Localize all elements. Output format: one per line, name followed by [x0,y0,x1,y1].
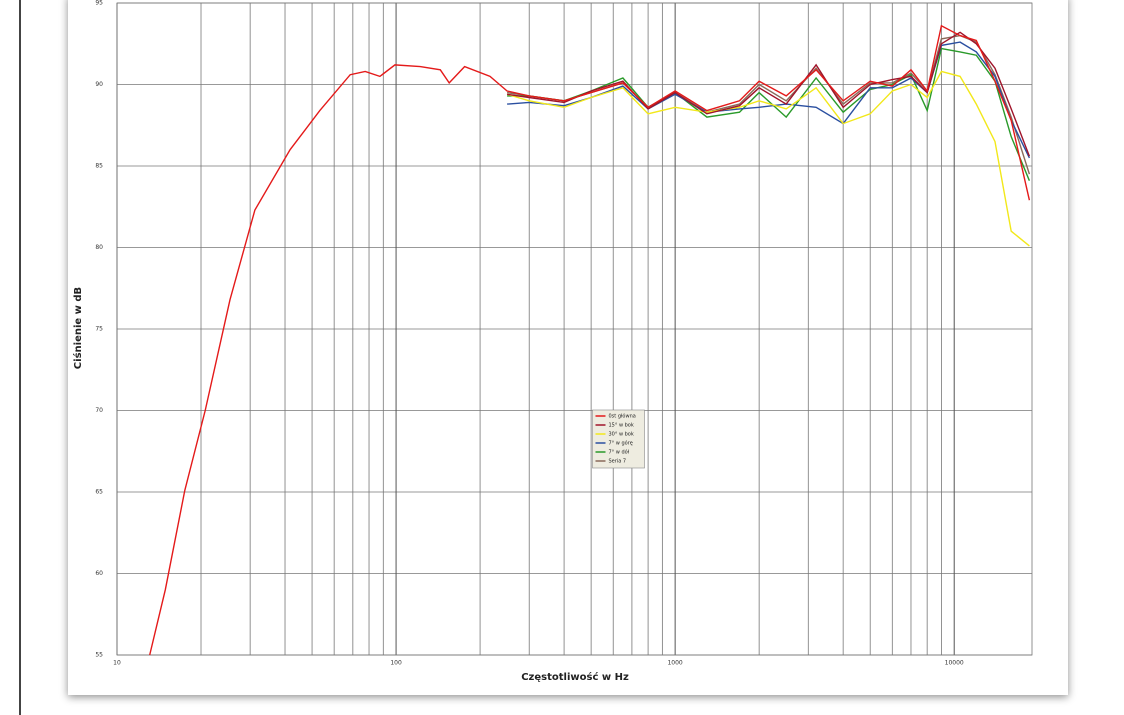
y-tick-label: 60 [95,570,103,577]
y-tick-label: 75 [95,326,103,333]
y-tick-label: 85 [95,163,103,170]
grid [116,2,1032,656]
legend-label: Seria 7 [609,459,627,465]
legend-label: 0st główna [609,413,636,420]
series-line [506,70,1030,247]
y-tick-label: 80 [95,244,103,251]
page-edge [19,0,21,715]
x-tick-label: 1000 [667,660,682,667]
legend-box [592,409,645,469]
legend-label: 30° w bok [609,432,634,438]
y-tick-label: 95 [95,0,103,7]
paper [68,0,1068,695]
x-tick-label: 10000 [945,660,964,667]
y-axis-title: Ciśnienie w dB [72,287,84,369]
y-tick-label: 70 [95,407,103,414]
y-tick-label: 65 [95,489,103,496]
series-line [149,24,1031,656]
series-line [506,31,1031,157]
y-tick-label: 90 [95,81,103,88]
x-axis-title: Częstotliwość w Hz [521,671,629,683]
plot-frame [116,2,1033,656]
legend-label: 7° w górę [609,440,633,447]
legend-label: 15° w bok [609,423,634,429]
x-tick-label: 100 [390,660,402,667]
legend: 0st główna 15° w bok 30° w bok 7° w górę 7° … [592,409,645,469]
series-line [506,34,1031,175]
legend-label: 7° w dół [609,449,630,456]
y-tick-label: 55 [95,652,103,659]
series-line [507,47,1031,181]
x-tick-label: 10 [113,660,121,667]
series-line [507,41,1031,159]
